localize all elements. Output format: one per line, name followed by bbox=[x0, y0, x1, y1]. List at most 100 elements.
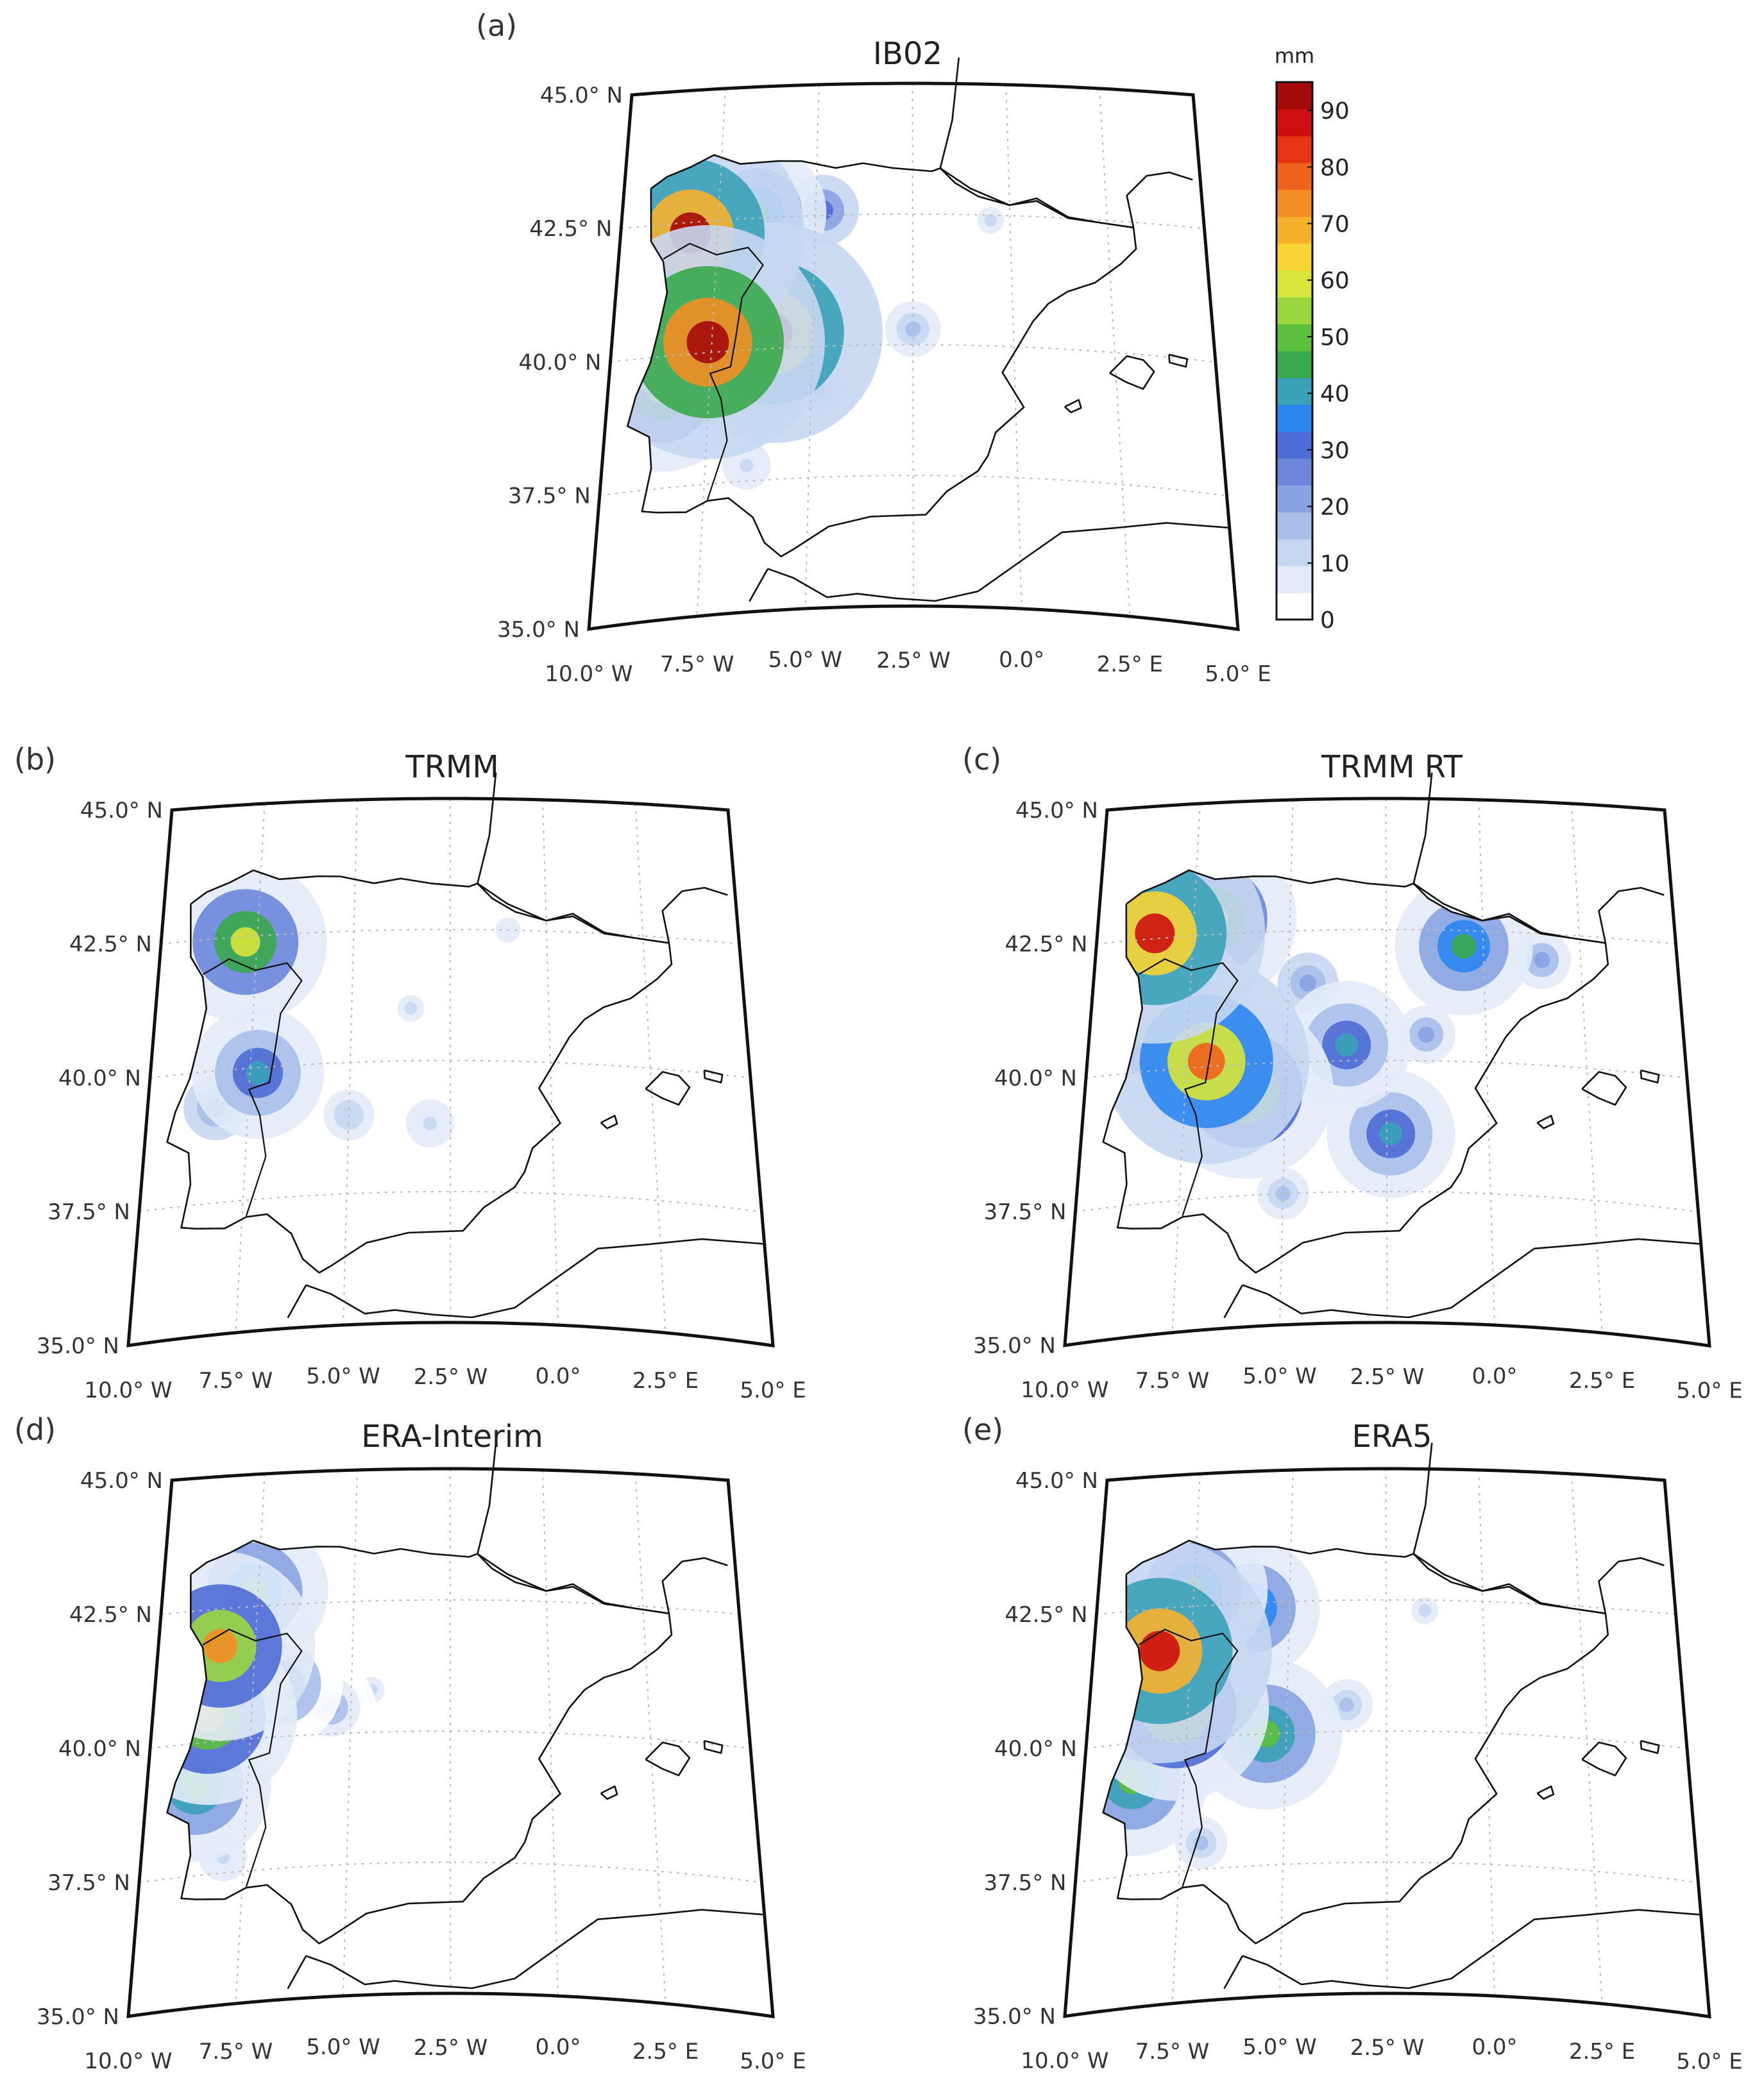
coastlines bbox=[166, 1442, 765, 1989]
lon-tick-label: 5.0° W bbox=[306, 2034, 380, 2060]
meridian-line bbox=[912, 83, 914, 607]
precip-contour bbox=[246, 1061, 270, 1085]
precip-contour bbox=[1299, 974, 1317, 992]
colorbar-cell bbox=[1276, 593, 1312, 620]
colorbar-tick-label: 50 bbox=[1320, 325, 1350, 351]
map-frame bbox=[1063, 797, 1711, 1348]
colorbar-cell bbox=[1276, 539, 1312, 566]
colorbar-cell bbox=[1276, 351, 1312, 378]
lon-tick-label: 2.5° W bbox=[414, 2035, 488, 2061]
africa-coastline bbox=[305, 1238, 765, 1319]
portugal-border bbox=[1138, 1628, 1239, 1887]
colorbar-cell bbox=[1276, 108, 1312, 137]
map-frame bbox=[587, 81, 1240, 632]
france-border bbox=[477, 883, 728, 944]
lat-tick-label: 45.0° N bbox=[1015, 1468, 1098, 1494]
lon-tick-label: 5.0° E bbox=[740, 1378, 806, 1403]
ibiza-island bbox=[1536, 1785, 1555, 1800]
graticule bbox=[139, 1469, 762, 2004]
colorbar-cell bbox=[1276, 431, 1312, 459]
colorbar-cell bbox=[1276, 377, 1312, 405]
colorbar-cell bbox=[1276, 404, 1312, 432]
iberia-coastline bbox=[166, 1539, 673, 1945]
panel-label: (b) bbox=[14, 742, 56, 777]
mallorca-island bbox=[645, 1741, 691, 1777]
precip-contour bbox=[1418, 1026, 1434, 1043]
panel-title: TRMM bbox=[405, 749, 499, 785]
parallel-line bbox=[610, 344, 1216, 363]
precip-contour bbox=[686, 321, 729, 364]
portugal-border bbox=[1138, 958, 1239, 1217]
france-coastline bbox=[477, 772, 497, 884]
lon-tick-label: 0.0° bbox=[1471, 1364, 1517, 1389]
lat-tick-label: 37.5° N bbox=[508, 484, 591, 509]
lon-tick-label: 10.0° W bbox=[1021, 2048, 1108, 2074]
lat-tick-label: 35.0° N bbox=[37, 1333, 119, 1359]
lat-tick-label: 37.5° N bbox=[984, 1870, 1067, 1896]
lat-tick-label: 45.0° N bbox=[80, 1468, 163, 1494]
colorbar-cell bbox=[1276, 82, 1312, 110]
graticule bbox=[599, 83, 1227, 617]
lon-tick-label: 10.0° W bbox=[1021, 1378, 1108, 1403]
precip-contour bbox=[1379, 1122, 1403, 1145]
lon-tick-label: 0.0° bbox=[535, 2034, 581, 2060]
lat-tick-label: 42.5° N bbox=[529, 216, 612, 242]
map-panel-b: (b) TRMM 45.0° N 42.5° N 40.0° N 37.5° N 35.0°… bbox=[14, 742, 806, 1403]
precip-contour bbox=[905, 321, 921, 337]
colorbar: mm 0 10 20 30 40 50 60 70 80 90 bbox=[1275, 44, 1350, 634]
panel-label: (e) bbox=[962, 1412, 1003, 1447]
colorbar-cell bbox=[1276, 135, 1312, 164]
colorbar-cell bbox=[1276, 270, 1312, 298]
lon-tick-label: 2.5° E bbox=[1569, 2039, 1635, 2065]
africa-coastline bbox=[287, 1285, 307, 1319]
colorbar-cell bbox=[1276, 189, 1312, 217]
panels: (a) IB02 45.0° N 42.5° N 40.0° N 37.5° N 35.0°… bbox=[14, 8, 1743, 2074]
colorbar-ticks: 0 10 20 30 40 50 60 70 80 90 bbox=[1307, 98, 1350, 634]
africa-coastline bbox=[1242, 1238, 1701, 1319]
panel-title: ERA5 bbox=[1352, 1419, 1432, 1455]
lat-tick-label: 35.0° N bbox=[973, 1333, 1056, 1359]
graticule bbox=[1075, 1468, 1699, 2004]
colorbar-cell bbox=[1276, 162, 1312, 190]
lon-tick-label: 0.0° bbox=[999, 647, 1044, 673]
lon-tick-label: 0.0° bbox=[1471, 2034, 1517, 2060]
africa-coastline bbox=[767, 522, 1230, 602]
lon-tick-label: 5.0° W bbox=[1242, 1364, 1317, 1389]
panel-label: (c) bbox=[962, 742, 1001, 777]
precip-field bbox=[167, 870, 541, 1161]
africa-coastline bbox=[1242, 1909, 1701, 1989]
parallel-line bbox=[599, 475, 1227, 496]
lat-tick-label: 40.0° N bbox=[58, 1736, 141, 1762]
lat-tick-label: 42.5° N bbox=[69, 932, 152, 958]
lat-tick-label: 37.5° N bbox=[47, 1870, 130, 1896]
parallel-line bbox=[149, 1060, 751, 1079]
panel-title: ERA-Interim bbox=[361, 1419, 543, 1455]
lon-tick-label: 5.0° E bbox=[740, 2048, 806, 2074]
lon-tick-label: 0.0° bbox=[535, 1364, 581, 1389]
precip-contour bbox=[1335, 1033, 1359, 1057]
lat-tick-label: 37.5° N bbox=[984, 1199, 1067, 1225]
lat-tick-label: 45.0° N bbox=[540, 83, 623, 108]
lat-tick-label: 40.0° N bbox=[519, 350, 602, 375]
meridian-line bbox=[1099, 88, 1131, 617]
precip-contour bbox=[1135, 913, 1175, 954]
lon-tick-label: 10.0° W bbox=[84, 2048, 172, 2074]
colorbar-frame bbox=[1275, 81, 1314, 621]
africa-coastline bbox=[287, 1955, 307, 1989]
colorbar-tick-label: 90 bbox=[1320, 98, 1350, 124]
ibiza-island bbox=[1064, 399, 1082, 414]
colorbar-tick-label: 20 bbox=[1320, 494, 1350, 521]
france-coastline bbox=[1412, 1442, 1433, 1555]
map-frame bbox=[126, 1467, 775, 2019]
france-border bbox=[1412, 883, 1665, 944]
map-panel-a: (a) IB02 45.0° N 42.5° N 40.0° N 37.5° N 35.0°… bbox=[476, 8, 1271, 687]
colorbar-tick-label: 60 bbox=[1320, 268, 1350, 294]
colorbar-tick-label: 0 bbox=[1320, 607, 1335, 634]
france-border bbox=[477, 1553, 728, 1614]
precip-contour bbox=[1339, 1698, 1354, 1712]
lon-tick-label: 2.5° W bbox=[1350, 2035, 1425, 2061]
coastlines bbox=[166, 772, 765, 1319]
lat-tick-label: 35.0° N bbox=[497, 617, 580, 643]
map-panel-e: (e) ERA5 45.0° N 42.5° N 40.0° N 37.5° N 35.0°… bbox=[962, 1412, 1743, 2074]
lon-tick-label: 5.0° W bbox=[1242, 2034, 1317, 2060]
